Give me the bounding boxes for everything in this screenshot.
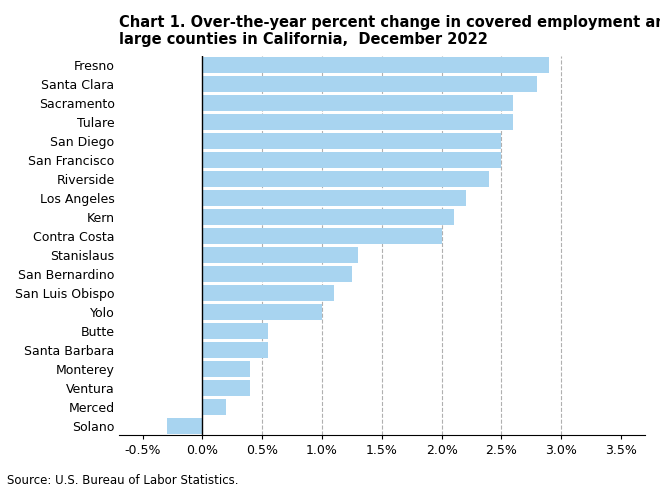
Bar bbox=[203, 399, 226, 415]
Bar bbox=[203, 266, 352, 282]
Bar bbox=[203, 209, 453, 225]
Bar bbox=[203, 76, 537, 92]
Bar bbox=[203, 190, 465, 206]
Bar bbox=[203, 342, 268, 358]
Bar bbox=[203, 323, 268, 338]
Bar bbox=[203, 95, 513, 111]
Bar bbox=[203, 171, 490, 187]
Bar bbox=[203, 380, 250, 396]
Bar bbox=[166, 418, 203, 433]
Text: Chart 1. Over-the-year percent change in covered employment among selected
large: Chart 1. Over-the-year percent change in… bbox=[119, 15, 660, 47]
Bar bbox=[203, 57, 549, 73]
Bar bbox=[203, 361, 250, 376]
Bar bbox=[203, 114, 513, 130]
Bar bbox=[203, 285, 334, 301]
Bar bbox=[203, 228, 442, 244]
Bar bbox=[203, 247, 358, 263]
Bar bbox=[203, 152, 502, 168]
Text: Source: U.S. Bureau of Labor Statistics.: Source: U.S. Bureau of Labor Statistics. bbox=[7, 474, 238, 487]
Bar bbox=[203, 133, 502, 149]
Bar bbox=[203, 304, 322, 320]
